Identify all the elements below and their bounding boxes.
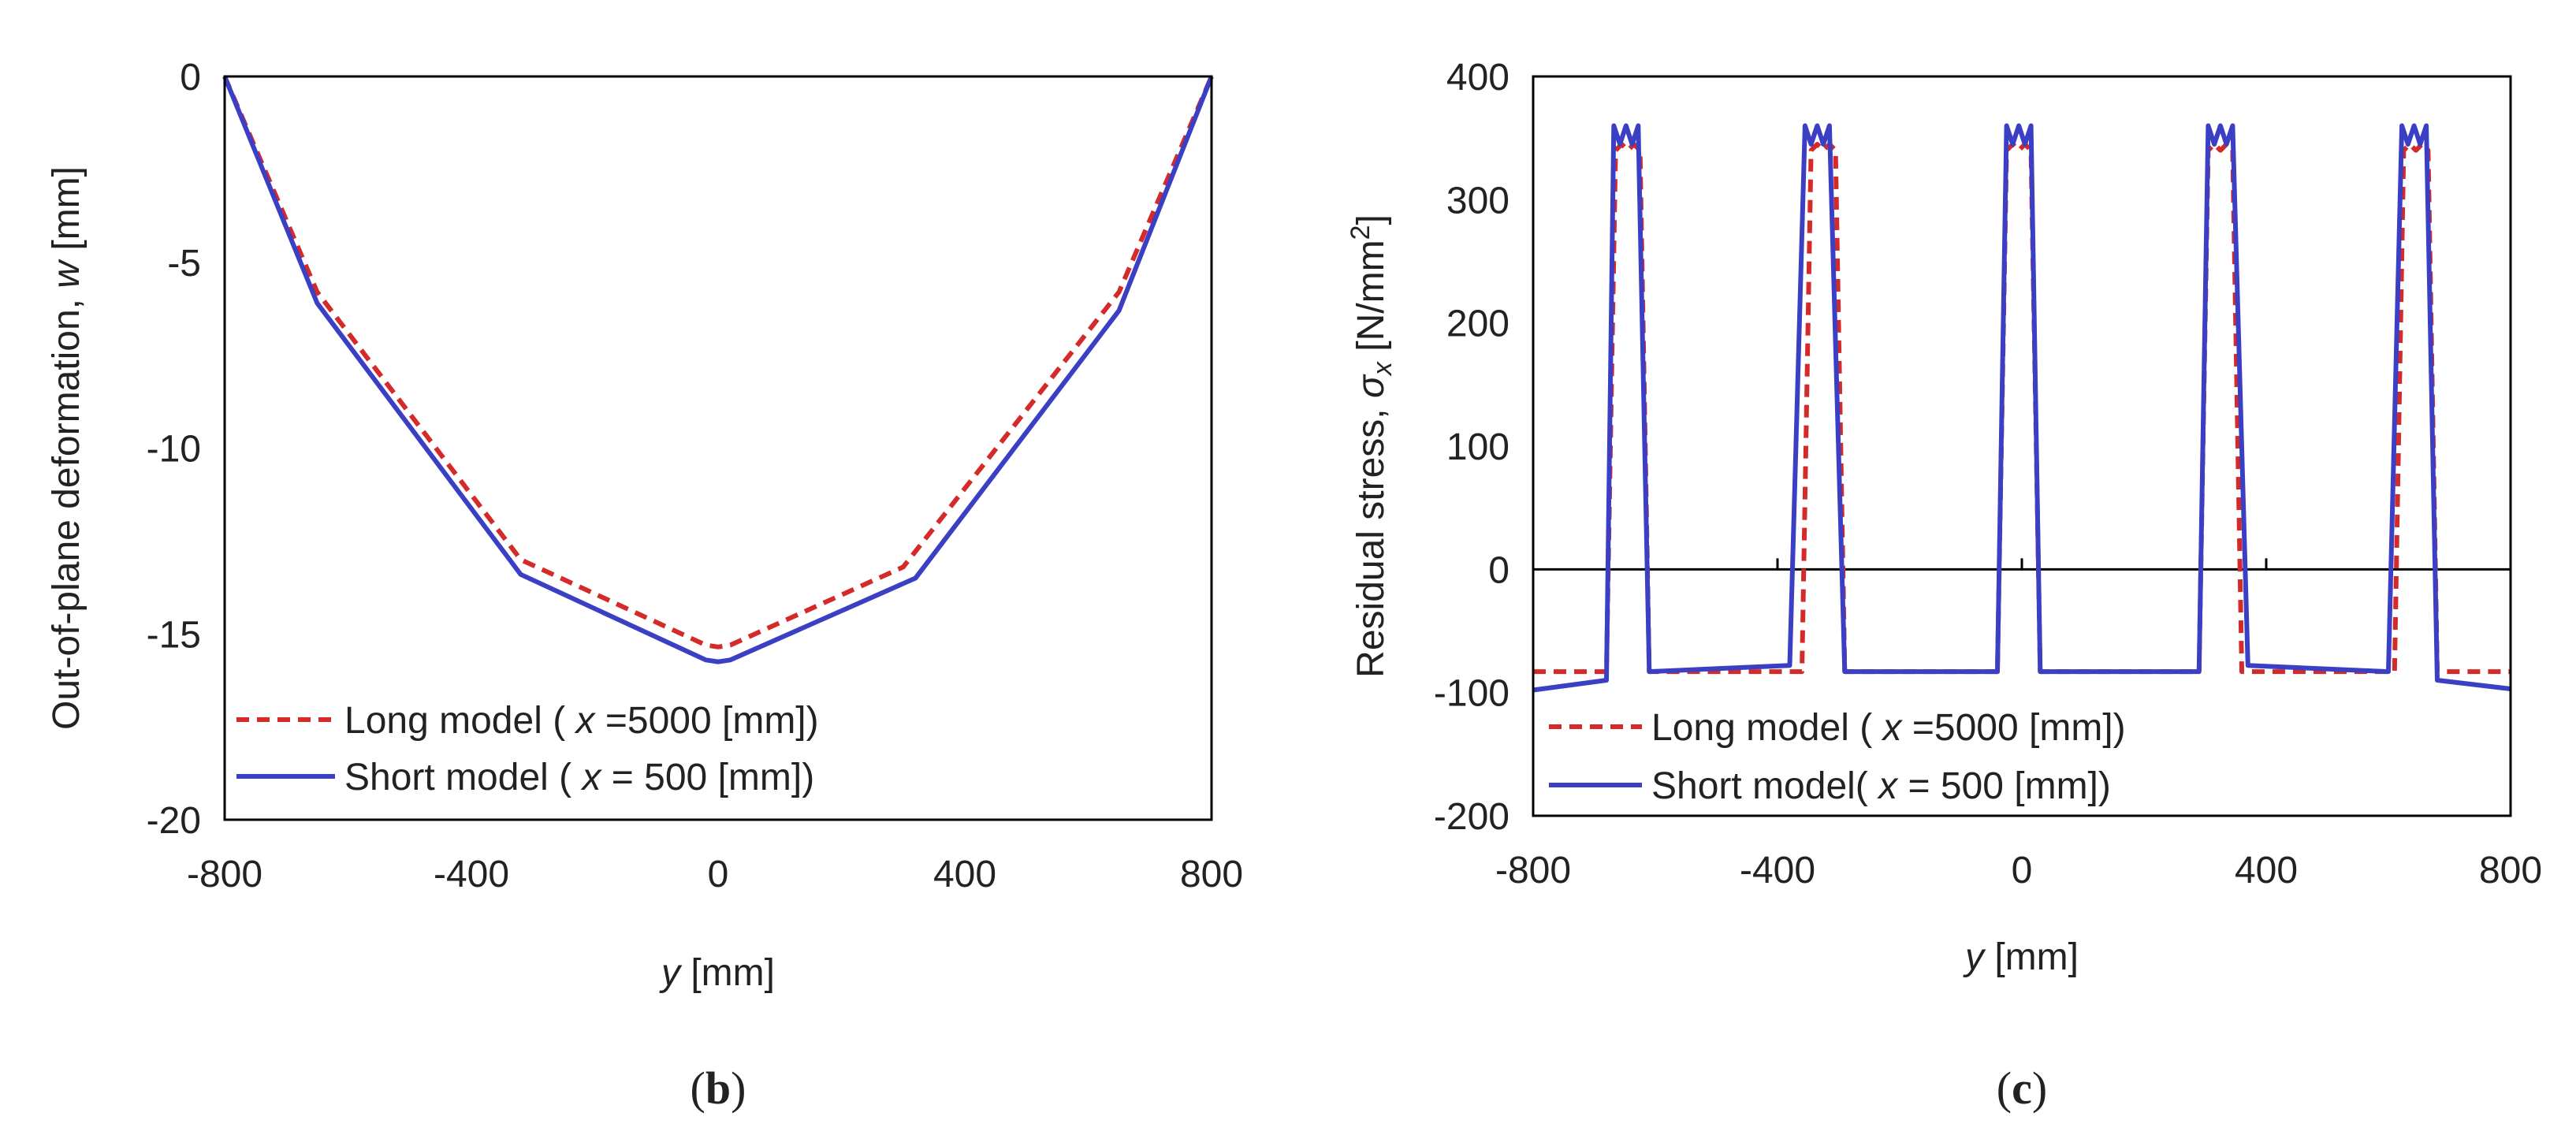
y-tick-label: -15 [147, 614, 201, 656]
y-tick-label: -200 [1434, 796, 1509, 838]
x-tick-label: 800 [2479, 850, 2542, 891]
y-tick-label: 0 [180, 57, 201, 99]
y-tick-label: -100 [1434, 673, 1509, 715]
y-tick-label: -5 [167, 243, 201, 285]
legend-entry: Long model ( x =5000 [mm]) [344, 700, 819, 742]
plot-frame [1532, 75, 2512, 817]
y-tick-label: 400 [1446, 57, 1509, 99]
chart-panel-c: -800 -400 0 400 800 400 300 200 100 0 -100 -200 y [… [1346, 57, 2542, 1114]
series-line-long-model [222, 75, 1214, 649]
series-line-short-model [222, 75, 1214, 664]
y-tick-label: 200 [1446, 303, 1509, 345]
y-tick-label: -10 [147, 429, 201, 471]
legend-entry: Short model ( x = 500 [mm]) [344, 757, 814, 798]
chart-panel-b: -800 -400 0 400 800 0 -5 -10 -15 -20 y [mm] Out-of… [46, 57, 1243, 1114]
x-tick-label: 0 [708, 854, 729, 895]
x-tick-label: 0 [2012, 850, 2033, 891]
x-tick-label: -800 [187, 854, 262, 895]
legend-entry: Short model( x = 500 [mm]) [1651, 765, 2111, 807]
y-tick-label: -20 [147, 800, 201, 842]
x-tick-label: 400 [2235, 850, 2298, 891]
y-axis-title: Residual stress, σx [N/mm2] [1346, 214, 1398, 678]
y-tick-label: 100 [1446, 426, 1509, 468]
x-tick-label: -400 [434, 854, 509, 895]
plot-frame [223, 75, 1213, 821]
x-axis-title: y [mm] [1963, 936, 2079, 978]
x-tick-label: -800 [1495, 850, 1571, 891]
y-tick-label: 300 [1446, 180, 1509, 221]
panel-label: (c) [1997, 1062, 2047, 1114]
x-tick-label: 800 [1180, 854, 1243, 895]
x-axis-title: y [mm] [659, 952, 775, 994]
y-axis-title: Out-of-plane deformation, w [mm] [46, 166, 87, 730]
y-tick-label: 0 [1488, 549, 1509, 591]
series-line-long-model [1533, 142, 2511, 675]
x-tick-label: 400 [933, 854, 996, 895]
x-tick-label: -400 [1740, 850, 1815, 891]
panel-label: (b) [691, 1062, 746, 1114]
legend-entry: Long model ( x =5000 [mm]) [1651, 707, 2126, 749]
series-line-short-model [1532, 123, 2511, 693]
